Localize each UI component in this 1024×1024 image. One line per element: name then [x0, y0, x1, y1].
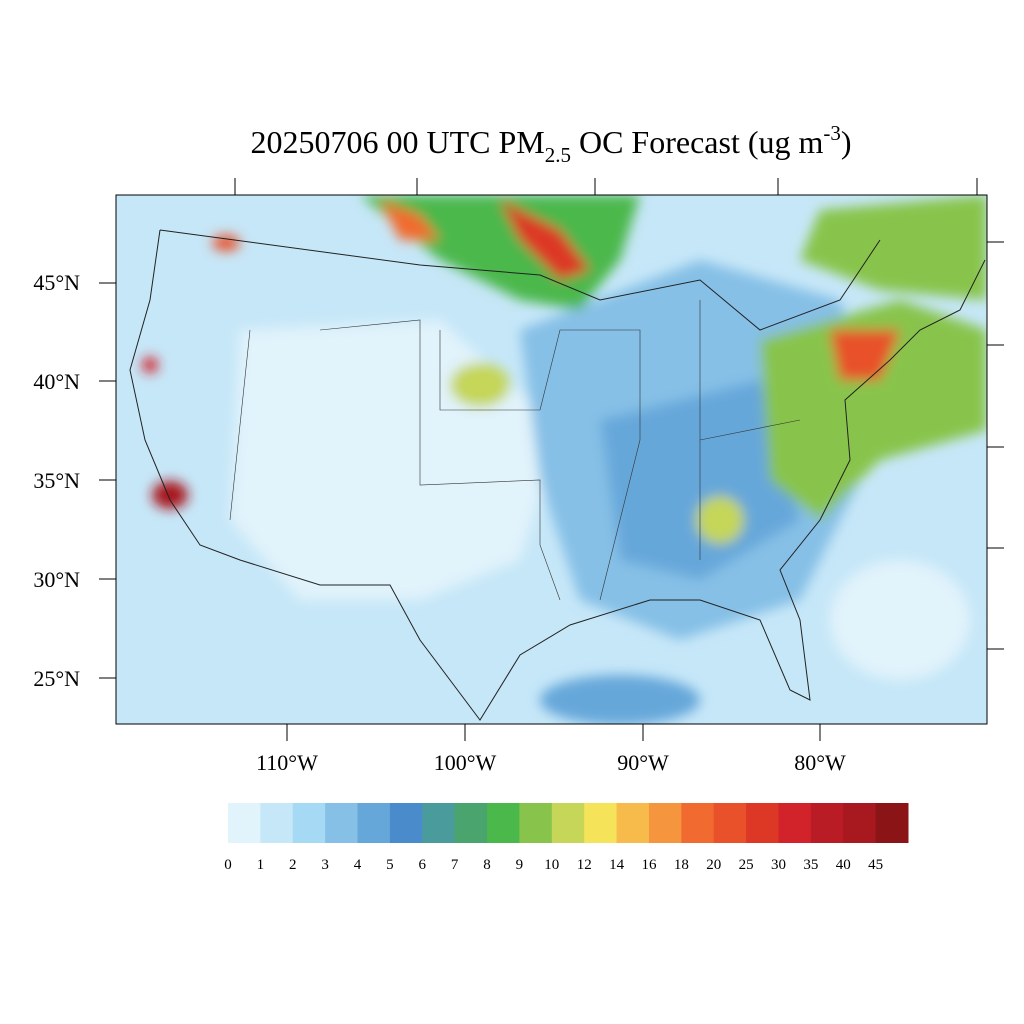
- colorbar-label: 4: [354, 857, 362, 873]
- field-peak: [500, 200, 590, 280]
- colorbar-box: [519, 803, 553, 843]
- colorbar-box: [843, 803, 877, 843]
- lat-label: 45°N: [33, 270, 80, 295]
- colorbar-box: [389, 803, 423, 843]
- colorbar-label: 16: [641, 857, 657, 873]
- title-subscript: 2.5: [545, 143, 571, 167]
- field-peak: [212, 235, 240, 251]
- title-text: 20250706 00 UTC PM: [250, 124, 544, 160]
- field-high: [450, 363, 510, 407]
- field-high: [696, 496, 744, 544]
- colorbar-label: 8: [483, 857, 491, 873]
- axis-labels: 45°N 40°N 35°N 30°N 25°N 110°W 100°W 90°W 80°W: [33, 270, 846, 775]
- field-peak: [152, 481, 188, 509]
- colorbar-box: [746, 803, 779, 843]
- colorbar-label: 14: [609, 857, 625, 873]
- lon-label: 80°W: [794, 750, 846, 775]
- colorbar-label: 45: [868, 857, 883, 873]
- lat-label: 40°N: [33, 369, 80, 394]
- state-lines: [229, 300, 801, 601]
- colorbar: 0 1 2 3 4 5 6 7 8 9 10 12 14 16 18 20 25 30 35 40 45: [224, 803, 909, 873]
- axis-ticks: [99, 178, 1004, 741]
- colorbar-label: 5: [386, 857, 394, 873]
- colorbar-box: [584, 803, 618, 843]
- colorbar-label: 40: [836, 857, 851, 873]
- title: 20250706 00 UTC PM2.5 OC Forecast (ug m-…: [250, 121, 851, 167]
- field-high: [800, 195, 987, 300]
- colorbar-box: [325, 803, 359, 843]
- colorbar-label: 9: [516, 857, 524, 873]
- field-low: [830, 560, 970, 680]
- title-text: OC Forecast (ug m: [571, 124, 824, 160]
- lon-label: 90°W: [617, 750, 669, 775]
- colorbar-label: 6: [419, 857, 427, 873]
- colorbar-box: [875, 803, 909, 843]
- lat-label: 35°N: [33, 468, 80, 493]
- colorbar-box: [454, 803, 488, 843]
- colorbar-box: [260, 803, 294, 843]
- field-peak: [142, 357, 158, 373]
- colorbar-label: 10: [544, 857, 559, 873]
- map-frame: [115, 194, 988, 725]
- field-medium: [540, 675, 700, 724]
- colorbar-box: [648, 803, 682, 843]
- colorbar-label: 12: [577, 857, 592, 873]
- map-field: [116, 195, 987, 724]
- colorbar-label: 18: [674, 857, 689, 873]
- colorbar-box: [713, 803, 747, 843]
- colorbar-box: [810, 803, 844, 843]
- lat-label: 25°N: [33, 666, 80, 691]
- field-high: [760, 300, 987, 520]
- title-superscript: -3: [823, 121, 841, 145]
- colorbar-box: [551, 803, 585, 843]
- boundaries: [129, 229, 986, 721]
- colorbar-label: 1: [257, 857, 265, 873]
- colorbar-box: [422, 803, 456, 843]
- colorbar-box: [778, 803, 812, 843]
- colorbar-box: [228, 803, 261, 843]
- colorbar-label: 25: [739, 857, 754, 873]
- colorbar-box: [292, 803, 326, 843]
- colorbar-label: 7: [451, 857, 459, 873]
- title-text: ): [841, 124, 852, 160]
- colorbar-box: [681, 803, 715, 843]
- colorbar-label: 0: [224, 857, 232, 873]
- colorbar-label: 35: [803, 857, 818, 873]
- colorbar-label: 20: [706, 857, 721, 873]
- field-high: [360, 195, 640, 310]
- lon-label: 110°W: [256, 750, 318, 775]
- field-peak: [830, 330, 900, 380]
- concentration-field: [142, 195, 987, 724]
- lon-label: 100°W: [434, 750, 497, 775]
- colorbar-box: [487, 803, 520, 843]
- lat-label: 30°N: [33, 567, 80, 592]
- colorbar-label: 3: [321, 857, 329, 873]
- colorbar-label: 30: [771, 857, 786, 873]
- field-peak: [380, 200, 440, 240]
- colorbar-box: [357, 803, 391, 843]
- colorbar-box: [616, 803, 650, 843]
- colorbar-label: 2: [289, 857, 297, 873]
